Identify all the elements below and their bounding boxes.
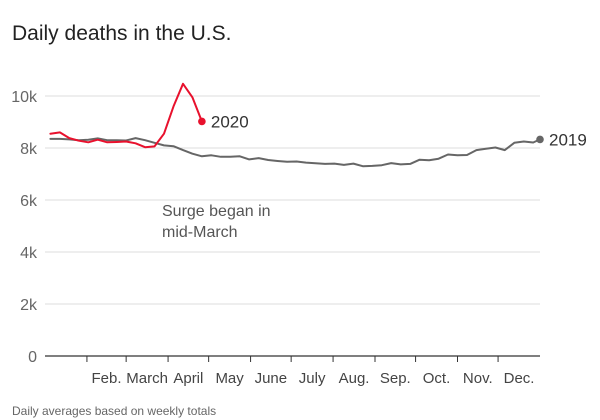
gridlines	[45, 95, 540, 305]
series-end-marker-2019	[536, 135, 544, 144]
annotation-line-1: Surge began in	[162, 203, 271, 220]
x-tick-label-june: June	[255, 370, 288, 387]
y-tick-label-2k: 2k	[20, 297, 38, 314]
chart-title: Daily deaths in the U.S.	[12, 22, 232, 45]
axes: 0 2k 4k 6k 8k 10k Feb. March April May June July Aug…	[11, 89, 540, 387]
x-tick-label-aug: Aug.	[339, 370, 370, 387]
x-tick-label-april: April	[173, 370, 203, 387]
x-tick-label-sep: Sep.	[380, 370, 411, 387]
series-line-2020	[49, 82, 203, 149]
y-tick-label-6k: 6k	[20, 193, 38, 210]
y-tick-label-0: 0	[28, 349, 37, 366]
annotation-line-2: mid-March	[162, 224, 238, 241]
y-tick-label-8k: 8k	[20, 141, 38, 158]
series-line-2019	[49, 137, 541, 168]
x-tick-label-dec: Dec.	[504, 370, 535, 387]
y-tick-label-4k: 4k	[20, 245, 38, 262]
x-tick-label-march: March	[126, 370, 168, 387]
x-tick-label-oct: Oct.	[423, 370, 451, 387]
chart-annotations: Surge began in mid-March	[162, 203, 271, 241]
series-label-2019: 2019	[549, 130, 587, 149]
y-tick-label-10k: 10k	[11, 89, 38, 106]
x-tick-label-feb: Feb.	[92, 370, 122, 387]
series-end-marker-2020	[198, 117, 206, 126]
series-label-2020: 2020	[211, 112, 249, 131]
x-tick-label-may: May	[215, 370, 244, 387]
source-note: Daily averages based on weekly totals	[12, 404, 217, 418]
x-tick-label-nov: Nov.	[463, 370, 493, 387]
series-lines: 2019 2020	[49, 82, 587, 168]
x-tick-label-july: July	[299, 370, 326, 387]
